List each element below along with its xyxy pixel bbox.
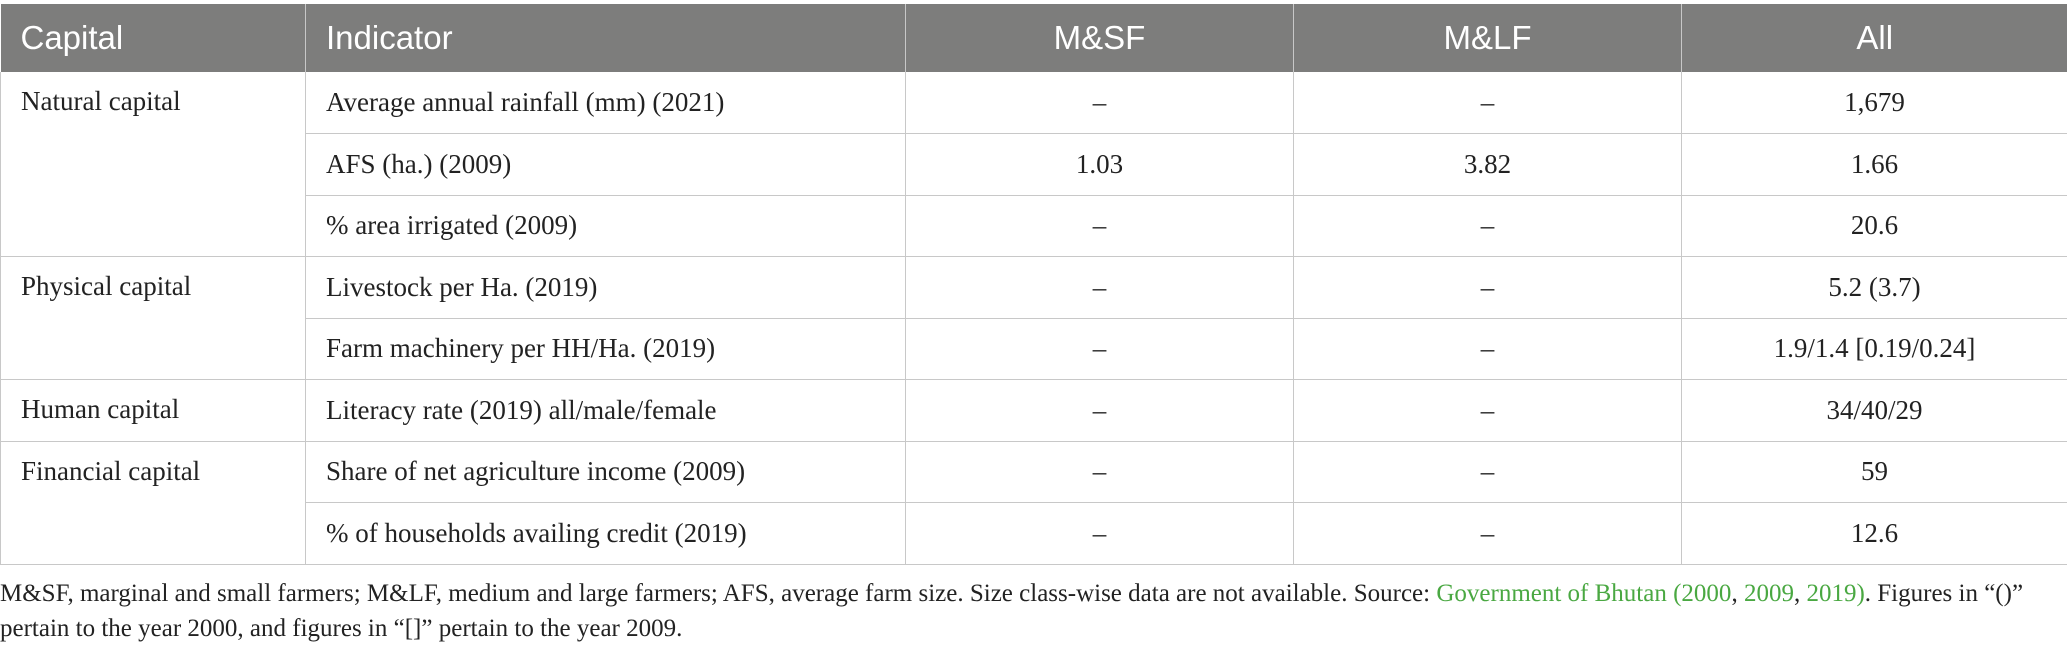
all-cell: 59 (1681, 441, 2067, 503)
mlf-cell: – (1293, 318, 1682, 380)
footnote-text: M&SF, marginal and small farmers; M&LF, … (0, 580, 1437, 607)
capital-cell-human: Human capital (0, 379, 306, 442)
msf-cell: – (905, 256, 1294, 319)
all-cell: 1,679 (1681, 72, 2067, 134)
header-mlf: M&LF (1293, 4, 1682, 72)
footnote-text-end: . Figures in “()” pertain to the year 20… (0, 580, 2024, 642)
mlf-cell: – (1293, 441, 1682, 503)
header-indicator: Indicator (305, 4, 906, 72)
header-capital: Capital (0, 4, 306, 72)
all-cell: 34/40/29 (1681, 379, 2067, 442)
indicator-cell: AFS (ha.) (2009) (305, 133, 906, 196)
mlf-cell: 3.82 (1293, 133, 1682, 196)
all-cell: 1.9/1.4 [0.19/0.24] (1681, 318, 2067, 380)
footnote-separator: , (1731, 580, 1744, 607)
msf-cell: – (905, 379, 1294, 442)
table-row: AFS (ha.) (2009) 1.03 3.82 1.66 (1, 133, 2067, 196)
table-row: Farm machinery per HH/Ha. (2019) – – 1.9… (1, 318, 2067, 380)
indicator-cell: % area irrigated (2009) (305, 195, 906, 257)
all-cell: 12.6 (1681, 502, 2067, 565)
header-msf: M&SF (905, 4, 1294, 72)
indicator-cell: Share of net agriculture income (2009) (305, 441, 906, 503)
msf-cell: – (905, 72, 1294, 134)
mlf-cell: – (1293, 195, 1682, 257)
capital-cell-physical: Physical capital (0, 256, 306, 380)
capital-cell-natural: Natural capital (0, 72, 306, 257)
mlf-cell: – (1293, 72, 1682, 134)
msf-cell: 1.03 (905, 133, 1294, 196)
citation-link-2000[interactable]: Government of Bhutan (2000 (1436, 580, 1732, 607)
table-row: Human capital Literacy rate (2019) all/m… (0, 379, 2067, 442)
mlf-cell: – (1293, 256, 1682, 319)
table-row: Natural capital Average annual rainfall … (0, 72, 2067, 257)
capital-cell-financial: Financial capital (0, 441, 306, 565)
all-cell: 5.2 (3.7) (1681, 256, 2067, 319)
indicator-cell: % of households availing credit (2019) (305, 502, 906, 565)
indicator-cell: Average annual rainfall (mm) (2021) (305, 72, 906, 134)
header-all: All (1681, 4, 2067, 72)
indicator-cell: Livestock per Ha. (2019) (305, 256, 906, 319)
header-row: Capital Indicator M&SF M&LF All (0, 4, 2067, 72)
msf-cell: – (905, 441, 1294, 503)
table-row: % of households availing credit (2019) –… (1, 502, 2067, 565)
indicator-cell: Farm machinery per HH/Ha. (2019) (305, 318, 906, 380)
indicator-cell: Literacy rate (2019) all/male/female (305, 379, 906, 442)
footnote-separator: , (1793, 580, 1807, 607)
msf-cell: – (905, 502, 1294, 565)
msf-cell: – (905, 195, 1294, 257)
mlf-cell: – (1293, 502, 1682, 565)
table-row: Financial capital Share of net agricultu… (0, 441, 2067, 565)
citation-link-2009[interactable]: 2009 (1743, 580, 1794, 607)
table-row: % area irrigated (2009) – – 20.6 (1, 195, 2067, 257)
citation-link-2019[interactable]: 2019) (1806, 580, 1865, 607)
msf-cell: – (905, 318, 1294, 380)
table-footnote: M&SF, marginal and small farmers; M&LF, … (0, 576, 2060, 646)
mlf-cell: – (1293, 379, 1682, 442)
all-cell: 20.6 (1681, 195, 2067, 257)
all-cell: 1.66 (1681, 133, 2067, 196)
capital-indicators-table: Capital Indicator M&SF M&LF All Natural … (0, 4, 2067, 565)
table-row: Physical capital Livestock per Ha. (2019… (0, 256, 2067, 380)
